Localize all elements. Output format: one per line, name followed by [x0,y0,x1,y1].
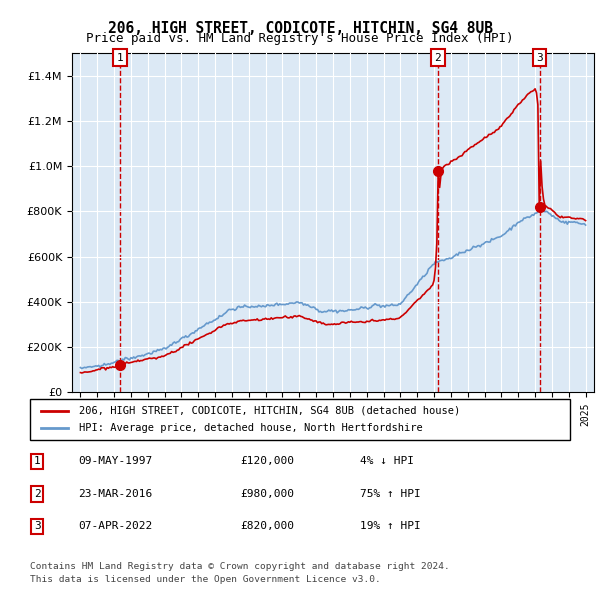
Text: £980,000: £980,000 [240,489,294,499]
Text: This data is licensed under the Open Government Licence v3.0.: This data is licensed under the Open Gov… [30,575,381,584]
Text: Contains HM Land Registry data © Crown copyright and database right 2024.: Contains HM Land Registry data © Crown c… [30,562,450,571]
Text: 19% ↑ HPI: 19% ↑ HPI [360,522,421,531]
Text: 1: 1 [34,457,41,466]
Text: 75% ↑ HPI: 75% ↑ HPI [360,489,421,499]
Text: 3: 3 [536,53,543,63]
Text: 07-APR-2022: 07-APR-2022 [78,522,152,531]
Text: 3: 3 [34,522,41,531]
Text: 09-MAY-1997: 09-MAY-1997 [78,457,152,466]
Text: 4% ↓ HPI: 4% ↓ HPI [360,457,414,466]
Text: 23-MAR-2016: 23-MAR-2016 [78,489,152,499]
Text: 206, HIGH STREET, CODICOTE, HITCHIN, SG4 8UB (detached house): 206, HIGH STREET, CODICOTE, HITCHIN, SG4… [79,406,460,416]
Text: 1: 1 [117,53,124,63]
Text: 206, HIGH STREET, CODICOTE, HITCHIN, SG4 8UB: 206, HIGH STREET, CODICOTE, HITCHIN, SG4… [107,21,493,35]
Text: £820,000: £820,000 [240,522,294,531]
Text: Price paid vs. HM Land Registry's House Price Index (HPI): Price paid vs. HM Land Registry's House … [86,32,514,45]
Text: £120,000: £120,000 [240,457,294,466]
FancyBboxPatch shape [30,399,570,440]
Text: HPI: Average price, detached house, North Hertfordshire: HPI: Average price, detached house, Nort… [79,423,422,433]
Text: 2: 2 [434,53,441,63]
Text: 2: 2 [34,489,41,499]
